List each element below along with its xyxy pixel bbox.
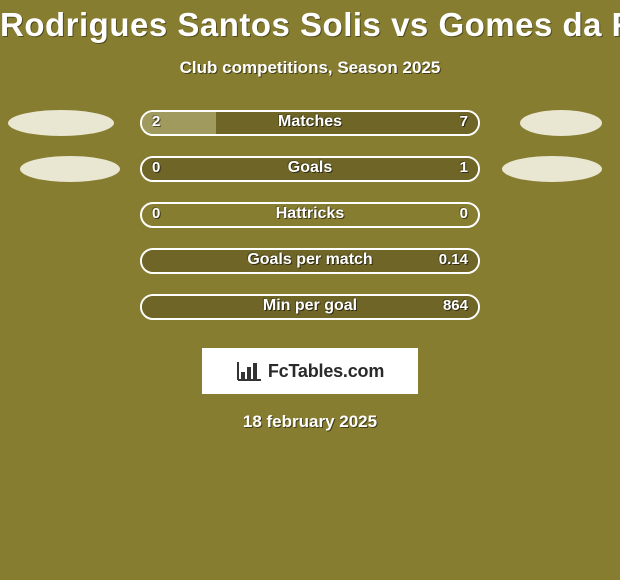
- player-left-ellipse: [20, 156, 120, 182]
- stat-row: 0 Goals 1: [0, 156, 620, 202]
- stat-right-value: 0: [460, 202, 468, 228]
- stat-left-value: 0: [152, 156, 160, 182]
- stat-left-value: 0: [152, 202, 160, 228]
- bar-right-fill: [216, 112, 478, 134]
- bar-chart-icon: [236, 360, 262, 382]
- player-right-ellipse: [502, 156, 602, 182]
- comparison-card: Rodrigues Santos Solis vs Gomes da Rosa …: [0, 0, 620, 580]
- player-right-ellipse: [520, 110, 602, 136]
- stats-list: 2 Matches 7 0 Goals 1 0 Hattricks 0: [0, 110, 620, 340]
- stat-right-value: 1: [460, 156, 468, 182]
- bar-right-fill: [142, 158, 478, 180]
- title: Rodrigues Santos Solis vs Gomes da Rosa: [0, 0, 620, 44]
- stat-row: Min per goal 864: [0, 294, 620, 340]
- stat-row: 2 Matches 7: [0, 110, 620, 156]
- subtitle: Club competitions, Season 2025: [0, 58, 620, 78]
- bar-track: [140, 294, 480, 320]
- bar-right-fill: [142, 250, 478, 272]
- logo-text: FcTables.com: [268, 361, 384, 382]
- bar-track: [140, 248, 480, 274]
- stat-row: Goals per match 0.14: [0, 248, 620, 294]
- fctables-link[interactable]: FcTables.com: [202, 348, 418, 394]
- bar-track: [140, 202, 480, 228]
- player-left-ellipse: [8, 110, 114, 136]
- stat-row: 0 Hattricks 0: [0, 202, 620, 248]
- bar-track: [140, 156, 480, 182]
- bar-right-fill: [142, 296, 478, 318]
- stat-right-value: 0.14: [439, 248, 468, 274]
- stat-right-value: 864: [443, 294, 468, 320]
- bar-track: [140, 110, 480, 136]
- date: 18 february 2025: [0, 412, 620, 432]
- stat-left-value: 2: [152, 110, 160, 136]
- stat-right-value: 7: [460, 110, 468, 136]
